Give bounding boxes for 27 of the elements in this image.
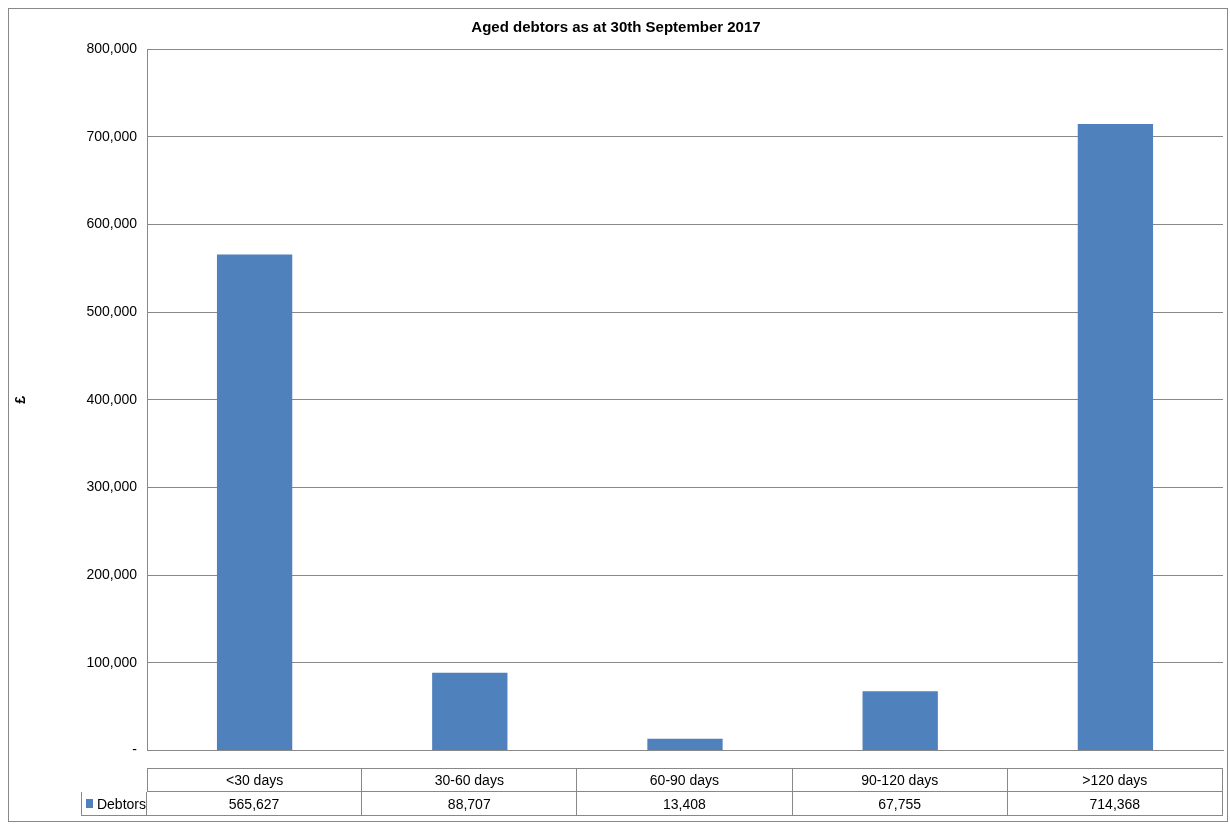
y-axis-title: £	[12, 395, 29, 404]
data-label: 88,707	[362, 792, 578, 816]
y-tick-label: 700,000	[86, 127, 138, 144]
x-tick-label: >120 days	[1007, 768, 1223, 792]
x-tick-label: <30 days	[147, 768, 363, 792]
bar	[647, 738, 723, 751]
x-tick-label: 30-60 days	[362, 768, 578, 792]
chart-title: Aged debtors as at 30th September 2017	[471, 18, 761, 36]
legend-label: Debtors	[96, 795, 146, 812]
x-tick-label: 60-90 days	[577, 768, 793, 792]
bar	[862, 691, 938, 751]
bar	[216, 254, 293, 751]
data-label: 67,755	[792, 792, 1008, 816]
y-tick-label: 100,000	[86, 653, 138, 670]
y-tick-label: 400,000	[86, 390, 138, 407]
y-tick-label: 300,000	[86, 478, 138, 495]
bar	[1077, 124, 1154, 751]
data-label: 13,408	[577, 792, 793, 816]
x-tick-label: 90-120 days	[792, 768, 1008, 792]
y-tick-label: 800,000	[86, 39, 138, 56]
bar	[432, 672, 508, 751]
data-label: 565,627	[147, 792, 363, 816]
y-tick-label: 600,000	[86, 215, 138, 232]
y-tick-label: 500,000	[86, 302, 138, 319]
data-label: 714,368	[1007, 792, 1223, 816]
y-tick-label: -	[132, 741, 138, 758]
y-tick-label: 200,000	[86, 566, 138, 583]
